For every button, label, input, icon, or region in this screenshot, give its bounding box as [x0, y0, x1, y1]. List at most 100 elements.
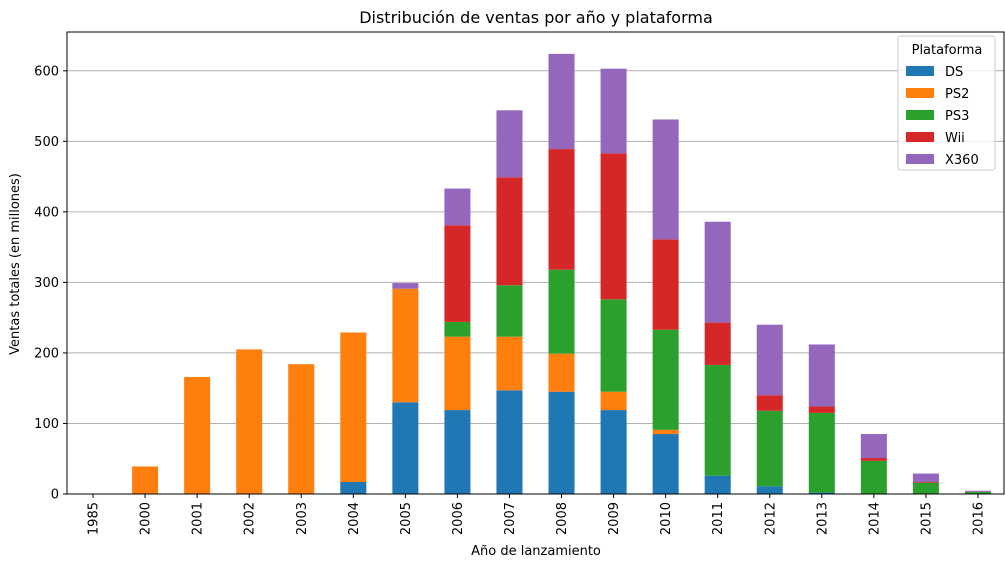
bar-ps3-2014 — [860, 460, 887, 494]
legend-label-ps2: PS2 — [945, 87, 969, 102]
x-tick-label: 2011 — [711, 502, 726, 535]
legend-swatch-ps3 — [906, 110, 934, 120]
bar-ps2-2007 — [496, 336, 523, 391]
bars — [80, 53, 991, 494]
y-tick-label: 100 — [34, 417, 59, 432]
x-tick-label: 2016 — [971, 502, 986, 535]
x-tick-label: 2013 — [815, 502, 830, 535]
bar-ps3-2016 — [964, 491, 991, 494]
y-tick-label: 600 — [34, 64, 59, 79]
bar-ds-2012 — [756, 486, 783, 494]
bar-ds-2007 — [496, 390, 523, 494]
bar-ds-2009 — [600, 410, 627, 494]
gridlines — [67, 70, 1004, 495]
legend-label-ds: DS — [945, 65, 963, 80]
bar-ps3-2006 — [444, 321, 471, 337]
bar-wii-2012 — [756, 395, 783, 411]
bar-ps2-2002 — [236, 349, 263, 494]
y-tick-label: 200 — [34, 346, 59, 361]
bar-x360-2013 — [808, 344, 835, 407]
bar-wii-2007 — [496, 177, 523, 286]
x-tick-label: 2004 — [347, 502, 362, 535]
x-tick-label: 2002 — [243, 502, 258, 535]
bar-wii-2015 — [912, 482, 939, 483]
bar-ds-2006 — [444, 410, 471, 494]
bar-wii-2009 — [600, 153, 627, 300]
bar-ps2-2009 — [600, 391, 627, 411]
bar-x360-2016 — [964, 490, 991, 492]
bar-ps2-2008 — [548, 353, 575, 392]
bar-ps3-2009 — [600, 299, 627, 392]
bar-ps3-2013 — [808, 412, 835, 493]
bar-ds-2005 — [392, 402, 419, 494]
bar-ps3-2011 — [704, 364, 731, 476]
bar-ps2-2010 — [652, 429, 679, 435]
x-tick-label: 2010 — [659, 502, 674, 535]
legend-swatch-ds — [906, 66, 934, 76]
bar-wii-2011 — [704, 322, 731, 365]
legend-label-x360: X360 — [945, 153, 979, 168]
bar-ds-2010 — [652, 434, 679, 494]
x-tick-label: 2000 — [139, 502, 154, 535]
bar-ps3-2012 — [756, 410, 783, 487]
bar-wii-2010 — [652, 239, 679, 330]
legend-label-wii: Wii — [945, 131, 965, 146]
bar-x360-2015 — [912, 473, 939, 483]
bar-x360-2012 — [756, 324, 783, 396]
plot-frame — [66, 31, 1005, 495]
bar-x360-2009 — [600, 68, 627, 154]
x-tick-label: 2006 — [451, 502, 466, 535]
x-tick-label: 2009 — [607, 502, 622, 535]
x-tick-label: 2008 — [555, 502, 570, 535]
legend-title: Plataforma — [912, 43, 983, 58]
bar-ps2-2000 — [132, 466, 159, 494]
x-axis-title: Año de lanzamiento — [471, 544, 601, 559]
x-tick-label: 1985 — [87, 502, 102, 535]
x-tick-label: 2005 — [399, 502, 414, 535]
bar-x360-2006 — [444, 188, 471, 226]
bar-ds-2008 — [548, 391, 575, 494]
bar-ps2-2006 — [444, 336, 471, 411]
bar-ps3-2010 — [652, 329, 679, 430]
x-tick-label: 2007 — [503, 502, 518, 535]
axis-ticks: 0 100 200 300 400 500 600 1985 2000 2001 2002 2003 2… — [34, 64, 986, 535]
legend: Plataforma DS PS2 PS3 Wii X360 — [897, 35, 996, 171]
bar-wii-2013 — [808, 406, 835, 413]
bar-wii-2014 — [860, 458, 887, 461]
bar-ps3-2007 — [496, 285, 523, 337]
bar-x360-2010 — [652, 119, 679, 240]
bar-ds-2004 — [340, 482, 367, 494]
x-tick-label: 2012 — [763, 502, 778, 535]
chart-title: Distribución de ventas por año y platafo… — [359, 8, 713, 27]
y-tick-label: 300 — [34, 276, 59, 291]
bar-x360-2007 — [496, 110, 523, 178]
legend-label-ps3: PS3 — [945, 109, 969, 124]
x-tick-label: 2003 — [295, 502, 310, 535]
x-tick-label: 2015 — [919, 502, 934, 535]
y-tick-label: 0 — [51, 488, 59, 503]
bar-ds-2013 — [808, 492, 835, 494]
bar-wii-2008 — [548, 149, 575, 270]
legend-swatch-wii — [906, 132, 934, 142]
bar-wii-2006 — [444, 225, 471, 322]
bar-ps2-2005 — [392, 288, 419, 403]
y-tick-label: 400 — [34, 205, 59, 220]
y-axis-title: Ventas totales (en millones) — [8, 173, 23, 355]
x-tick-label: 2014 — [867, 502, 882, 535]
bar-x360-2005 — [392, 283, 419, 289]
x-tick-label: 2001 — [191, 502, 206, 535]
bar-ds-2011 — [704, 475, 731, 494]
bar-ps2-2004 — [340, 332, 367, 483]
bar-x360-2011 — [704, 221, 731, 323]
y-tick-label: 500 — [34, 135, 59, 150]
bar-ps3-2015 — [912, 482, 939, 494]
bar-ps2-2001 — [184, 376, 211, 494]
bar-x360-2014 — [860, 434, 887, 459]
legend-swatch-ps2 — [906, 88, 934, 98]
legend-swatch-x360 — [906, 154, 934, 164]
bar-x360-2008 — [548, 53, 575, 150]
bar-ps2-2003 — [288, 364, 315, 494]
bar-ps3-2008 — [548, 269, 575, 354]
